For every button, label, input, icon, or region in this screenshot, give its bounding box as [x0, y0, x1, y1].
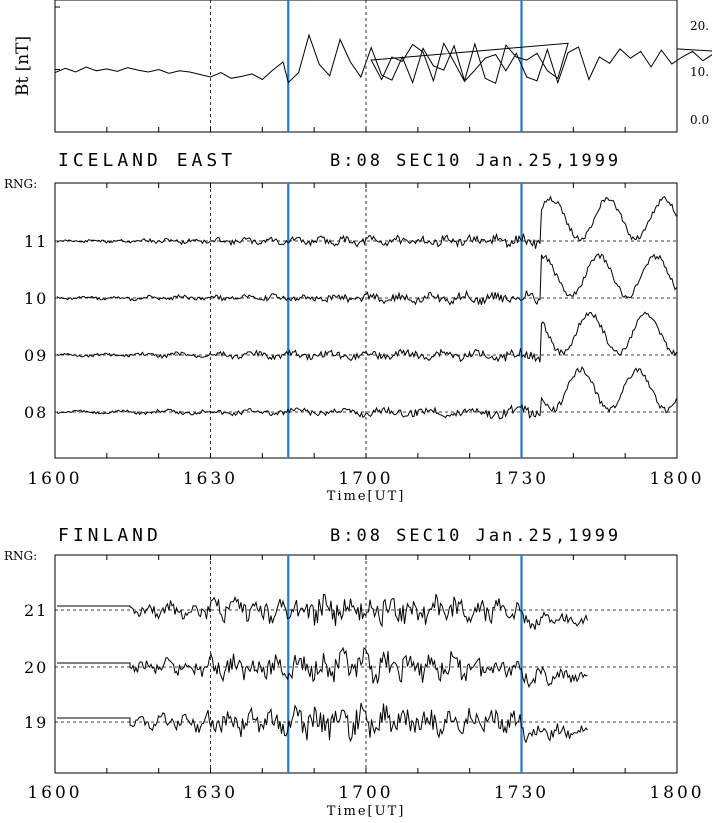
series-line-08 — [56, 366, 677, 420]
finland-xlabel: Time[UT] — [327, 804, 406, 819]
iceland-subtitle: B:08 SEC10 Jan.25,1999 — [330, 151, 621, 171]
x-tick-label: 1630 — [183, 469, 238, 489]
bt-panel: Bt [nT] 20. 10. 0.0 — [13, 0, 712, 133]
iceland-ticks — [54, 183, 678, 458]
series-line-20 — [57, 646, 588, 689]
finland-xtick-labels: 1600 1630 1700 1730 1800 — [27, 783, 704, 803]
x-tick-label: 1630 — [183, 783, 238, 803]
x-tick-label: 1730 — [494, 469, 549, 489]
finland-vlines — [210, 555, 523, 773]
bt-vlines — [210, 0, 523, 132]
range-label: 20 — [24, 658, 48, 677]
range-label: 08 — [24, 403, 48, 422]
bt-ytick-20: 20. — [690, 19, 709, 33]
iceland-series — [55, 195, 677, 420]
series-line-21 — [57, 593, 588, 630]
series-line-11 — [56, 195, 677, 249]
range-label: 10 — [24, 289, 48, 308]
iceland-vlines — [210, 183, 523, 458]
finland-range-labels: 21 20 19 — [24, 601, 48, 732]
x-tick-label: 1700 — [338, 783, 393, 803]
finland-title: FINLAND — [58, 525, 162, 546]
finland-series — [55, 593, 677, 744]
x-tick-label: 1800 — [649, 469, 704, 489]
iceland-xtick-labels: 1600 1630 1700 1730 1800 — [27, 469, 704, 489]
iceland-range-labels: 11 10 09 08 — [24, 232, 48, 422]
bt-ylabel: Bt [nT] — [13, 36, 33, 96]
x-tick-label: 1730 — [494, 783, 549, 803]
x-tick-label: 1600 — [27, 783, 82, 803]
range-label: 11 — [24, 232, 48, 251]
range-label: 19 — [24, 713, 48, 732]
series-line-09 — [56, 311, 677, 363]
series-line-10 — [56, 253, 677, 306]
iceland-frame — [54, 182, 678, 459]
series-line-19 — [57, 702, 588, 744]
bt-ytick-0: 0.0 — [690, 113, 709, 127]
iceland-xlabel: Time[UT] — [327, 489, 406, 504]
x-tick-label: 1600 — [27, 469, 82, 489]
range-label: 09 — [24, 346, 48, 365]
iceland-rng-label: RNG: — [4, 177, 37, 191]
finland-rng-label: RNG: — [4, 549, 37, 563]
finland-subtitle: B:08 SEC10 Jan.25,1999 — [330, 526, 621, 546]
iceland-title: ICELAND EAST — [58, 150, 236, 171]
range-label: 21 — [24, 601, 48, 620]
x-tick-label: 1700 — [338, 469, 393, 489]
bt-ytick-10: 10. — [690, 65, 709, 79]
bt-series-line — [54, 33, 712, 85]
x-tick-label: 1800 — [649, 783, 704, 803]
iceland-panel: ICELAND EAST B:08 SEC10 Jan.25,1999 RNG:… — [4, 150, 704, 504]
finland-panel: FINLAND B:08 SEC10 Jan.25,1999 RNG: 21 20… — [4, 525, 704, 819]
